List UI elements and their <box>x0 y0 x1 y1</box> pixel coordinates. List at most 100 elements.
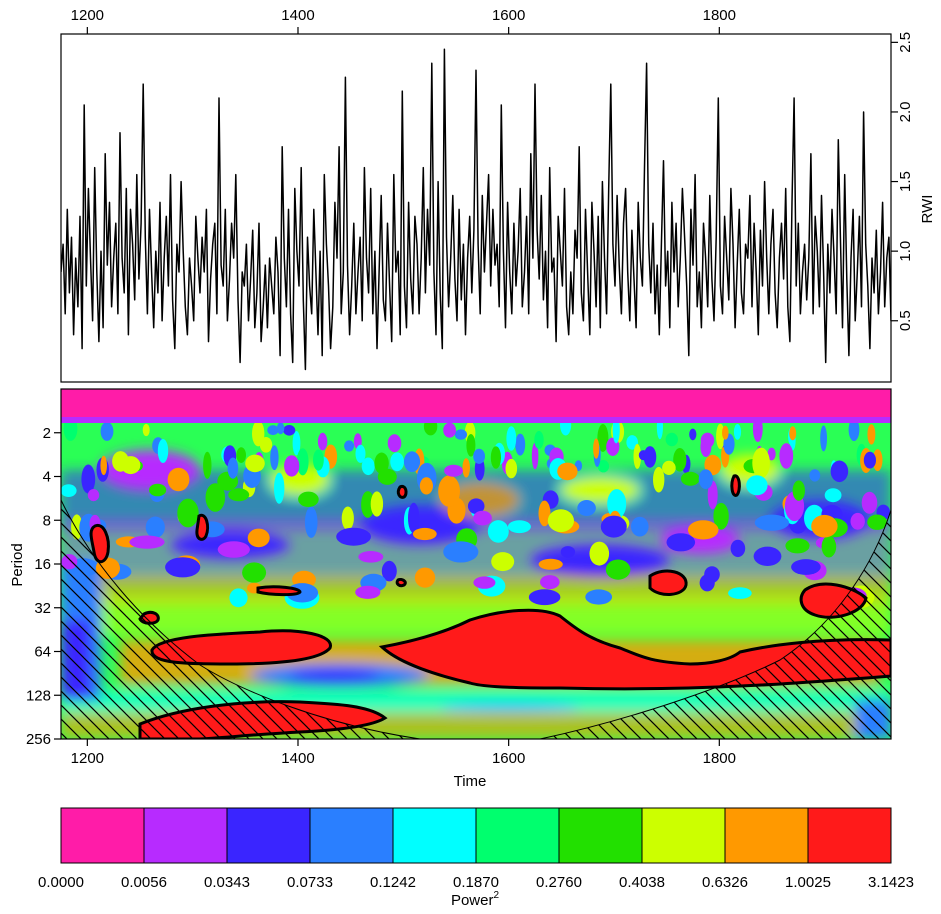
power-blob <box>631 516 649 537</box>
period-tick-label: 2 <box>43 425 51 442</box>
power-spectrum-image <box>61 389 891 739</box>
power-blob <box>534 431 544 449</box>
power-blob <box>317 432 328 451</box>
power-blob <box>177 498 199 528</box>
power-blob <box>377 468 397 485</box>
bottom-x-tick-label: 1400 <box>281 750 314 767</box>
rwi-series-line <box>61 48 891 371</box>
power-blob <box>274 472 285 504</box>
power-blob <box>374 452 389 474</box>
colorbar-tick-label: 0.2760 <box>536 874 582 891</box>
power-blob <box>298 491 319 507</box>
power-blob <box>662 460 676 475</box>
power-blob <box>361 457 375 476</box>
colorbar-cell <box>807 807 892 864</box>
period-tick-label: 8 <box>43 512 51 529</box>
power-blob <box>87 489 100 502</box>
power-blob <box>785 538 810 554</box>
power-blob <box>473 510 492 526</box>
power-blob <box>867 514 887 530</box>
power-blob <box>830 460 849 483</box>
power-blob <box>142 423 150 437</box>
power-blob <box>753 546 782 566</box>
power-blob <box>270 445 279 471</box>
right-y-axis: 0.5 1.0 1.5 2.0 2.5 <box>891 32 914 331</box>
top-x-axis: 1200 1400 1600 1800 <box>71 7 736 34</box>
power-blob <box>872 449 883 472</box>
power-blob <box>824 488 842 503</box>
power-blob <box>811 514 838 538</box>
power-blob <box>491 552 515 572</box>
period-axis-title: Period <box>9 543 26 586</box>
right-y-tick-label: 1.5 <box>897 171 914 192</box>
power-blob <box>217 541 250 558</box>
colorbar-cell <box>309 807 394 864</box>
right-y-tick-label: 1.0 <box>897 241 914 262</box>
power-blob <box>145 516 165 539</box>
power-blob <box>560 546 576 558</box>
power-blob <box>861 491 878 514</box>
power-blob <box>728 587 752 599</box>
period-tick-label: 128 <box>26 687 51 704</box>
colorbar-cell <box>641 807 726 864</box>
colorbar-cell <box>475 807 560 864</box>
power-blob <box>689 428 697 441</box>
period-tick-label: 16 <box>34 556 51 573</box>
power-blob <box>414 567 436 588</box>
power-blob <box>462 458 471 478</box>
colorbar-cell <box>143 807 228 864</box>
power-blob <box>387 434 402 453</box>
power-blob <box>733 424 742 440</box>
power-blob <box>443 541 479 563</box>
colorbar-tick-label: 3.1423 <box>868 874 914 891</box>
power-blob <box>228 488 250 502</box>
power-blob <box>157 439 169 463</box>
period-tick-label: 4 <box>43 469 51 486</box>
power-blob <box>490 446 501 469</box>
power-blob <box>283 425 296 436</box>
top-x-tick-label: 1800 <box>703 7 736 24</box>
power-blob <box>767 447 776 461</box>
time-series-panel: 1200 1400 1600 1800 0.5 1.0 1.5 2.0 2.5 RWI <box>60 7 936 383</box>
bottom-x-axis: 1200 1400 1600 1800 <box>71 739 736 767</box>
power-blob <box>850 512 865 530</box>
power-blob <box>443 422 456 438</box>
power-blob <box>454 429 467 440</box>
power-blob <box>643 446 657 468</box>
top-x-tick-label: 1400 <box>281 7 314 24</box>
colorbar-tick-label: 0.0056 <box>121 874 167 891</box>
power-blob <box>296 448 309 476</box>
power-blob <box>538 558 563 570</box>
power-blob <box>626 435 638 450</box>
power-blob <box>754 514 790 531</box>
period-tick-label: 32 <box>34 600 51 617</box>
power-blob <box>577 500 596 516</box>
power-blob <box>245 454 265 473</box>
right-y-tick-label: 0.5 <box>897 310 914 331</box>
colorbar-tick-label: 0.6326 <box>702 874 748 891</box>
power-blob <box>81 464 96 494</box>
x-axis-title: Time <box>454 773 487 790</box>
power-blob <box>467 498 485 514</box>
top-x-tick-label: 1200 <box>71 7 104 24</box>
power-blob <box>746 475 768 496</box>
power-blob <box>390 452 404 472</box>
power-blob <box>597 460 610 473</box>
power-blob <box>597 424 609 452</box>
power-blob <box>700 432 715 448</box>
power-blob <box>236 447 246 463</box>
power-blob <box>585 589 613 605</box>
power-blob <box>680 471 700 486</box>
power-blob <box>203 451 212 479</box>
period-tick-label: 256 <box>26 731 51 748</box>
power-blob <box>167 467 190 492</box>
top-x-tick-label: 1600 <box>492 7 525 24</box>
power-blob <box>704 566 720 583</box>
power-blob <box>358 551 384 563</box>
power-blob <box>313 449 324 471</box>
power-blob <box>403 451 421 473</box>
colorbar-tick-label: 0.1870 <box>453 874 499 891</box>
power-blob <box>779 443 794 469</box>
colorbar-tick-label: 0.1242 <box>370 874 416 891</box>
power-blob <box>336 527 371 546</box>
